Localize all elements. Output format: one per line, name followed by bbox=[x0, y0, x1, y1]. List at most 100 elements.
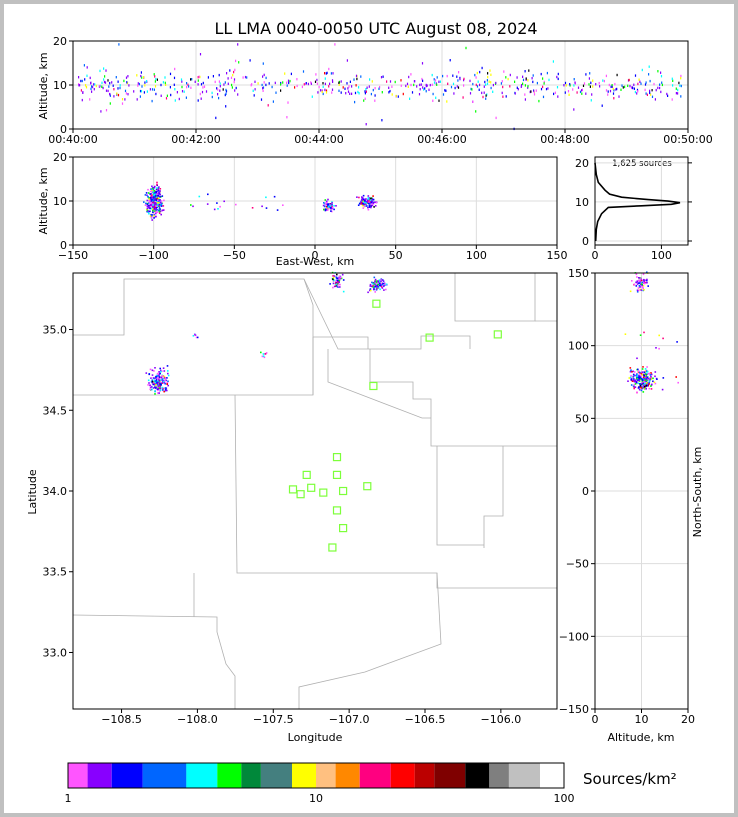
source-mark bbox=[633, 371, 636, 373]
source-mark bbox=[166, 377, 168, 379]
source-mark bbox=[648, 372, 650, 375]
source-mark bbox=[151, 190, 153, 193]
source-mark bbox=[355, 74, 358, 78]
source-mark bbox=[147, 206, 150, 209]
source-mark bbox=[157, 203, 159, 206]
source-mark bbox=[332, 278, 334, 281]
source-mark bbox=[643, 280, 645, 283]
source-mark bbox=[273, 195, 276, 198]
source-mark bbox=[632, 86, 634, 90]
source-mark bbox=[475, 83, 477, 87]
source-mark bbox=[335, 281, 337, 284]
source-mark bbox=[589, 72, 591, 75]
source-mark bbox=[638, 78, 640, 81]
source-mark bbox=[302, 70, 305, 73]
source-mark bbox=[137, 82, 139, 85]
source-mark bbox=[80, 89, 82, 92]
source-mark bbox=[190, 204, 192, 206]
source-mark bbox=[117, 87, 119, 90]
colorbar-tick-label: 10 bbox=[309, 792, 323, 805]
source-mark bbox=[652, 380, 654, 383]
source-mark bbox=[188, 85, 190, 88]
source-mark bbox=[160, 94, 162, 97]
source-mark bbox=[194, 80, 196, 83]
source-mark bbox=[374, 291, 376, 293]
source-mark bbox=[643, 289, 645, 291]
source-mark bbox=[385, 283, 388, 286]
source-mark bbox=[156, 381, 158, 384]
source-mark bbox=[369, 283, 372, 286]
source-mark bbox=[520, 85, 522, 88]
source-mark bbox=[642, 279, 645, 282]
source-mark bbox=[160, 213, 162, 216]
source-mark bbox=[253, 94, 255, 97]
x-tick-label: −108.0 bbox=[177, 713, 218, 726]
x-tick-label: 50 bbox=[389, 249, 403, 262]
source-mark bbox=[332, 275, 334, 277]
source-mark bbox=[650, 378, 653, 380]
source-mark bbox=[166, 381, 169, 384]
source-mark bbox=[146, 199, 149, 202]
source-mark bbox=[410, 83, 412, 87]
x-tick-label: 00:48:00 bbox=[540, 133, 589, 146]
source-mark bbox=[158, 387, 161, 389]
source-mark bbox=[634, 374, 636, 377]
source-mark bbox=[601, 104, 603, 107]
source-mark bbox=[191, 78, 193, 81]
source-mark bbox=[139, 95, 141, 98]
source-mark bbox=[653, 82, 655, 86]
source-mark bbox=[368, 205, 371, 207]
source-mark bbox=[158, 186, 160, 188]
source-mark bbox=[434, 79, 437, 82]
source-mark bbox=[163, 382, 166, 384]
source-mark bbox=[159, 382, 161, 385]
x-tick-label: 00:40:00 bbox=[48, 133, 97, 146]
source-mark bbox=[199, 92, 201, 96]
source-mark bbox=[154, 200, 157, 202]
source-mark bbox=[231, 86, 233, 89]
source-mark bbox=[375, 288, 378, 291]
source-mark bbox=[435, 96, 437, 99]
source-mark bbox=[163, 390, 165, 393]
source-mark bbox=[150, 386, 153, 388]
source-mark bbox=[337, 281, 339, 284]
source-mark bbox=[260, 98, 263, 101]
source-mark bbox=[524, 84, 526, 87]
source-mark bbox=[639, 282, 641, 285]
source-mark bbox=[431, 73, 433, 77]
source-mark bbox=[395, 94, 397, 98]
source-mark bbox=[676, 341, 678, 343]
source-mark bbox=[158, 377, 161, 379]
source-mark bbox=[325, 200, 328, 203]
y-tick-label: 0 bbox=[582, 485, 589, 498]
source-mark bbox=[338, 81, 340, 84]
source-mark bbox=[155, 375, 157, 378]
source-mark bbox=[469, 79, 471, 83]
x-tick-label: 20 bbox=[681, 713, 695, 726]
source-mark bbox=[369, 78, 371, 81]
plot-frame bbox=[72, 156, 558, 246]
source-mark bbox=[640, 289, 642, 291]
source-mark bbox=[153, 213, 156, 216]
source-mark bbox=[155, 203, 157, 205]
source-mark bbox=[372, 201, 374, 204]
source-mark bbox=[284, 72, 286, 75]
source-mark bbox=[183, 90, 185, 93]
source-mark bbox=[636, 377, 638, 380]
source-mark bbox=[160, 369, 162, 372]
source-mark bbox=[605, 74, 607, 78]
source-mark bbox=[372, 195, 374, 197]
source-mark bbox=[531, 77, 533, 80]
source-mark bbox=[150, 199, 152, 202]
source-mark bbox=[517, 88, 519, 91]
source-mark bbox=[457, 86, 460, 89]
source-mark bbox=[620, 88, 622, 91]
source-mark bbox=[157, 188, 159, 191]
source-mark bbox=[471, 88, 473, 91]
source-mark bbox=[646, 379, 648, 382]
source-mark bbox=[365, 198, 367, 200]
source-mark bbox=[149, 197, 152, 199]
source-mark bbox=[157, 389, 159, 392]
source-mark bbox=[349, 80, 351, 83]
source-mark bbox=[377, 286, 380, 288]
